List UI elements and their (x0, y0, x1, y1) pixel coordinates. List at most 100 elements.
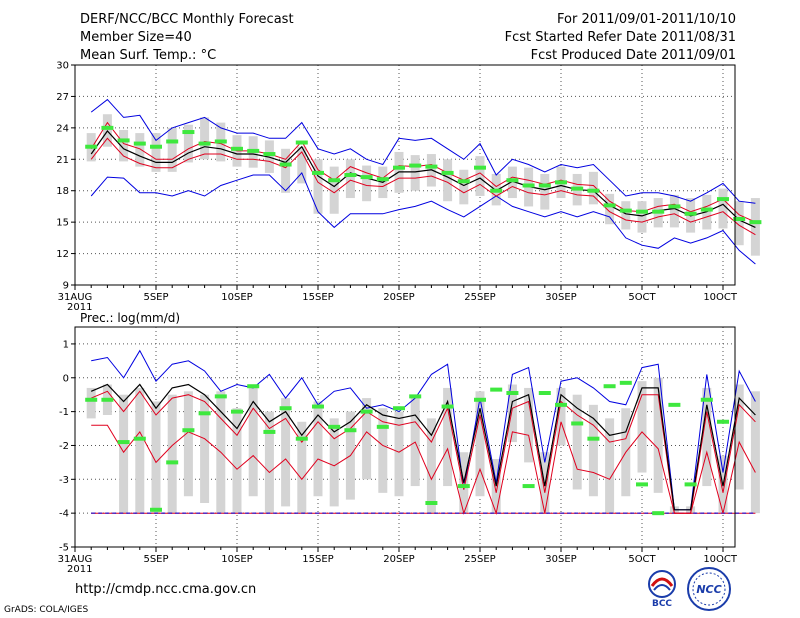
ncc-logo: NCC (687, 567, 731, 611)
spread-box (119, 129, 129, 162)
median-marker (247, 148, 260, 153)
y-tick-label: 24 (56, 123, 69, 134)
median-marker (85, 397, 98, 402)
median-marker (457, 484, 470, 489)
series-line-lower (90, 137, 756, 236)
y-tick-label: 9 (63, 281, 69, 292)
spread-box (540, 173, 550, 210)
median-marker (133, 436, 146, 441)
ncc-logo-text: NCC (696, 583, 721, 596)
x-tick-label: 5OCT (628, 292, 656, 303)
median-marker (198, 141, 211, 146)
median-marker (247, 384, 260, 389)
median-marker (522, 484, 535, 489)
median-marker (717, 197, 729, 202)
median-marker (360, 175, 373, 180)
y-tick-label: -4 (59, 509, 69, 520)
spread-box (329, 166, 339, 214)
median-marker (279, 406, 292, 411)
spread-box (297, 146, 307, 184)
variable-label: Mean Surf. Temp.: °C (80, 48, 217, 63)
spread-box (135, 133, 145, 167)
median-marker (376, 177, 389, 182)
median-marker (263, 429, 276, 434)
forecast-produced-date: Fcst Produced Date 2011/09/01 (530, 48, 736, 63)
median-marker (117, 138, 130, 143)
spread-box (183, 391, 193, 497)
median-marker (749, 220, 762, 225)
spread-box (572, 394, 582, 490)
y-tick-label: 15 (56, 218, 69, 229)
median-marker (393, 406, 405, 411)
median-marker (344, 428, 357, 433)
median-marker (603, 384, 616, 389)
spread-box (167, 127, 177, 172)
median-marker (150, 144, 162, 149)
x-tick-label: 5OCT (628, 554, 656, 565)
spread-box (313, 159, 323, 214)
median-marker (619, 208, 632, 213)
median-marker (295, 436, 308, 441)
y-tick-label: -5 (59, 543, 69, 554)
median-marker (587, 436, 600, 441)
plot-frame (74, 64, 736, 286)
spread-box (556, 387, 566, 446)
median-marker (231, 146, 243, 151)
median-marker (409, 394, 422, 399)
median-marker (603, 203, 616, 208)
x-tick-label: 25SEP (464, 292, 495, 303)
median-marker (571, 186, 584, 191)
series-line-min (90, 98, 756, 204)
spread-box (183, 124, 193, 163)
spread-box (200, 394, 210, 503)
spread-box (669, 194, 679, 228)
forecast-started-date: Fcst Started Refer Date 2011/08/31 (504, 30, 736, 45)
y-tick-label: 27 (56, 92, 69, 103)
median-marker (85, 144, 98, 149)
spread-box (410, 155, 420, 191)
median-marker (344, 173, 357, 177)
median-marker (457, 179, 470, 184)
spread-box (248, 387, 258, 497)
spread-box (167, 394, 177, 514)
spread-box (281, 148, 291, 193)
spread-box (86, 387, 96, 419)
x-tick-label: 15SEP (302, 292, 333, 303)
x-tick-label: 20SEP (383, 292, 414, 303)
median-marker (182, 130, 195, 135)
median-marker (522, 183, 535, 188)
spread-box (313, 401, 323, 497)
x-tick-label: 30SEP (545, 292, 576, 303)
spread-box (605, 193, 615, 225)
median-marker (360, 409, 373, 414)
spread-box (135, 387, 145, 514)
chart-title: DERF/NCC/BCC Monthly Forecast (80, 12, 294, 27)
x-tick-label: 30SEP (545, 554, 576, 565)
y-tick-label: 18 (56, 186, 69, 197)
spread-box (637, 201, 647, 233)
grads-credit: GrADS: COLA/IGES (4, 605, 89, 615)
median-marker (587, 188, 600, 193)
median-marker (700, 397, 713, 402)
median-marker (198, 411, 211, 416)
median-marker (668, 402, 681, 407)
series-line-mean (90, 383, 756, 511)
median-marker (231, 409, 243, 414)
spread-box (443, 387, 453, 487)
spread-box (750, 391, 760, 514)
series-line-mean (90, 130, 756, 228)
y-tick-label: -2 (59, 441, 69, 452)
median-marker (393, 165, 405, 170)
x-tick-label: 31AUG (58, 292, 93, 303)
website-link[interactable]: http://cmdp.ncc.cma.gov.cn (75, 582, 257, 597)
series-line-upper (91, 390, 756, 514)
panel-title: Prec.: log(mm/d) (80, 311, 180, 325)
spread-box (264, 411, 274, 514)
spread-box (119, 394, 129, 514)
spread-box (475, 391, 485, 497)
median-marker (295, 140, 308, 145)
median-marker (506, 391, 519, 395)
spread-box (459, 169, 469, 205)
x-year-label: 2011 (67, 302, 92, 313)
spread-box (588, 404, 598, 497)
